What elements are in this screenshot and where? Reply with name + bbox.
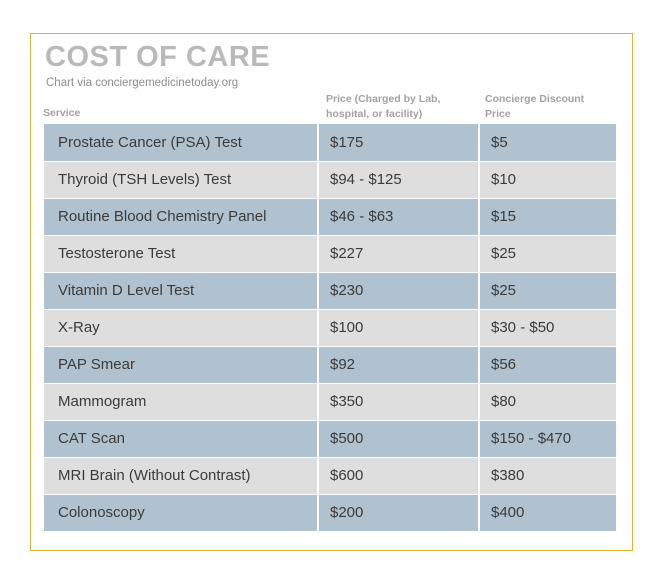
discount-cell: $30 - $50 [478,309,616,347]
table-row: MRI Brain (Without Contrast) $600 $380 [44,457,616,495]
price-cell: $500 [317,420,479,458]
price-cell: $100 [317,309,479,347]
column-header-discount: Concierge Discount Price [485,92,584,122]
price-cell: $46 - $63 [317,198,479,236]
discount-cell: $10 [478,161,616,199]
price-cell: $230 [317,272,479,310]
service-cell: Vitamin D Level Test [44,272,318,310]
table-row: Thyroid (TSH Levels) Test $94 - $125 $10 [44,161,616,199]
service-cell: Mammogram [44,383,318,421]
price-cell: $94 - $125 [317,161,479,199]
cost-table: Prostate Cancer (PSA) Test $175 $5 Thyroid … [44,124,616,532]
column-header-discount-line-2: Price [485,108,511,120]
column-header-service: Service [43,107,81,119]
table-row: Testosterone Test $227 $25 [44,235,616,273]
discount-cell: $80 [478,383,616,421]
table-row: Routine Blood Chemistry Panel $46 - $63 $1… [44,198,616,236]
table-row: CAT Scan $500 $150 - $470 [44,420,616,458]
table-row: PAP Smear $92 $56 [44,346,616,384]
table-row: Mammogram $350 $80 [44,383,616,421]
discount-cell: $25 [478,235,616,273]
cost-table-body: Prostate Cancer (PSA) Test $175 $5 Thyroid … [44,124,616,532]
price-cell: $92 [317,346,479,384]
discount-cell: $400 [478,494,616,532]
price-cell: $350 [317,383,479,421]
column-header-price: Price (Charged by Lab, hospital, or faci… [326,92,440,122]
discount-cell: $150 - $470 [478,420,616,458]
service-cell: Colonoscopy [44,494,318,532]
discount-cell: $56 [478,346,616,384]
service-cell: Testosterone Test [44,235,318,273]
service-cell: CAT Scan [44,420,318,458]
chart-source: Chart via conciergemedicinetoday.org [46,77,239,89]
column-header-price-line-2: hospital, or facility) [326,108,423,120]
table-row: Colonoscopy $200 $400 [44,494,616,532]
service-cell: Thyroid (TSH Levels) Test [44,161,318,199]
discount-cell: $380 [478,457,616,495]
service-cell: Prostate Cancer (PSA) Test [44,124,318,162]
column-header-price-line-1: Price (Charged by Lab, [326,93,441,105]
table-row: Prostate Cancer (PSA) Test $175 $5 [44,124,616,162]
service-cell: Routine Blood Chemistry Panel [44,198,318,236]
discount-cell: $15 [478,198,616,236]
service-cell: PAP Smear [44,346,318,384]
discount-cell: $25 [478,272,616,310]
price-cell: $227 [317,235,479,273]
price-cell: $600 [317,457,479,495]
price-cell: $175 [317,124,479,162]
column-header-discount-line-1: Concierge Discount [485,93,585,105]
discount-cell: $5 [478,124,616,162]
table-row: X-Ray $100 $30 - $50 [44,309,616,347]
table-row: Vitamin D Level Test $230 $25 [44,272,616,310]
service-cell: MRI Brain (Without Contrast) [44,457,318,495]
service-cell: X-Ray [44,309,318,347]
price-cell: $200 [317,494,479,532]
chart-title: COST OF CARE [45,41,271,73]
